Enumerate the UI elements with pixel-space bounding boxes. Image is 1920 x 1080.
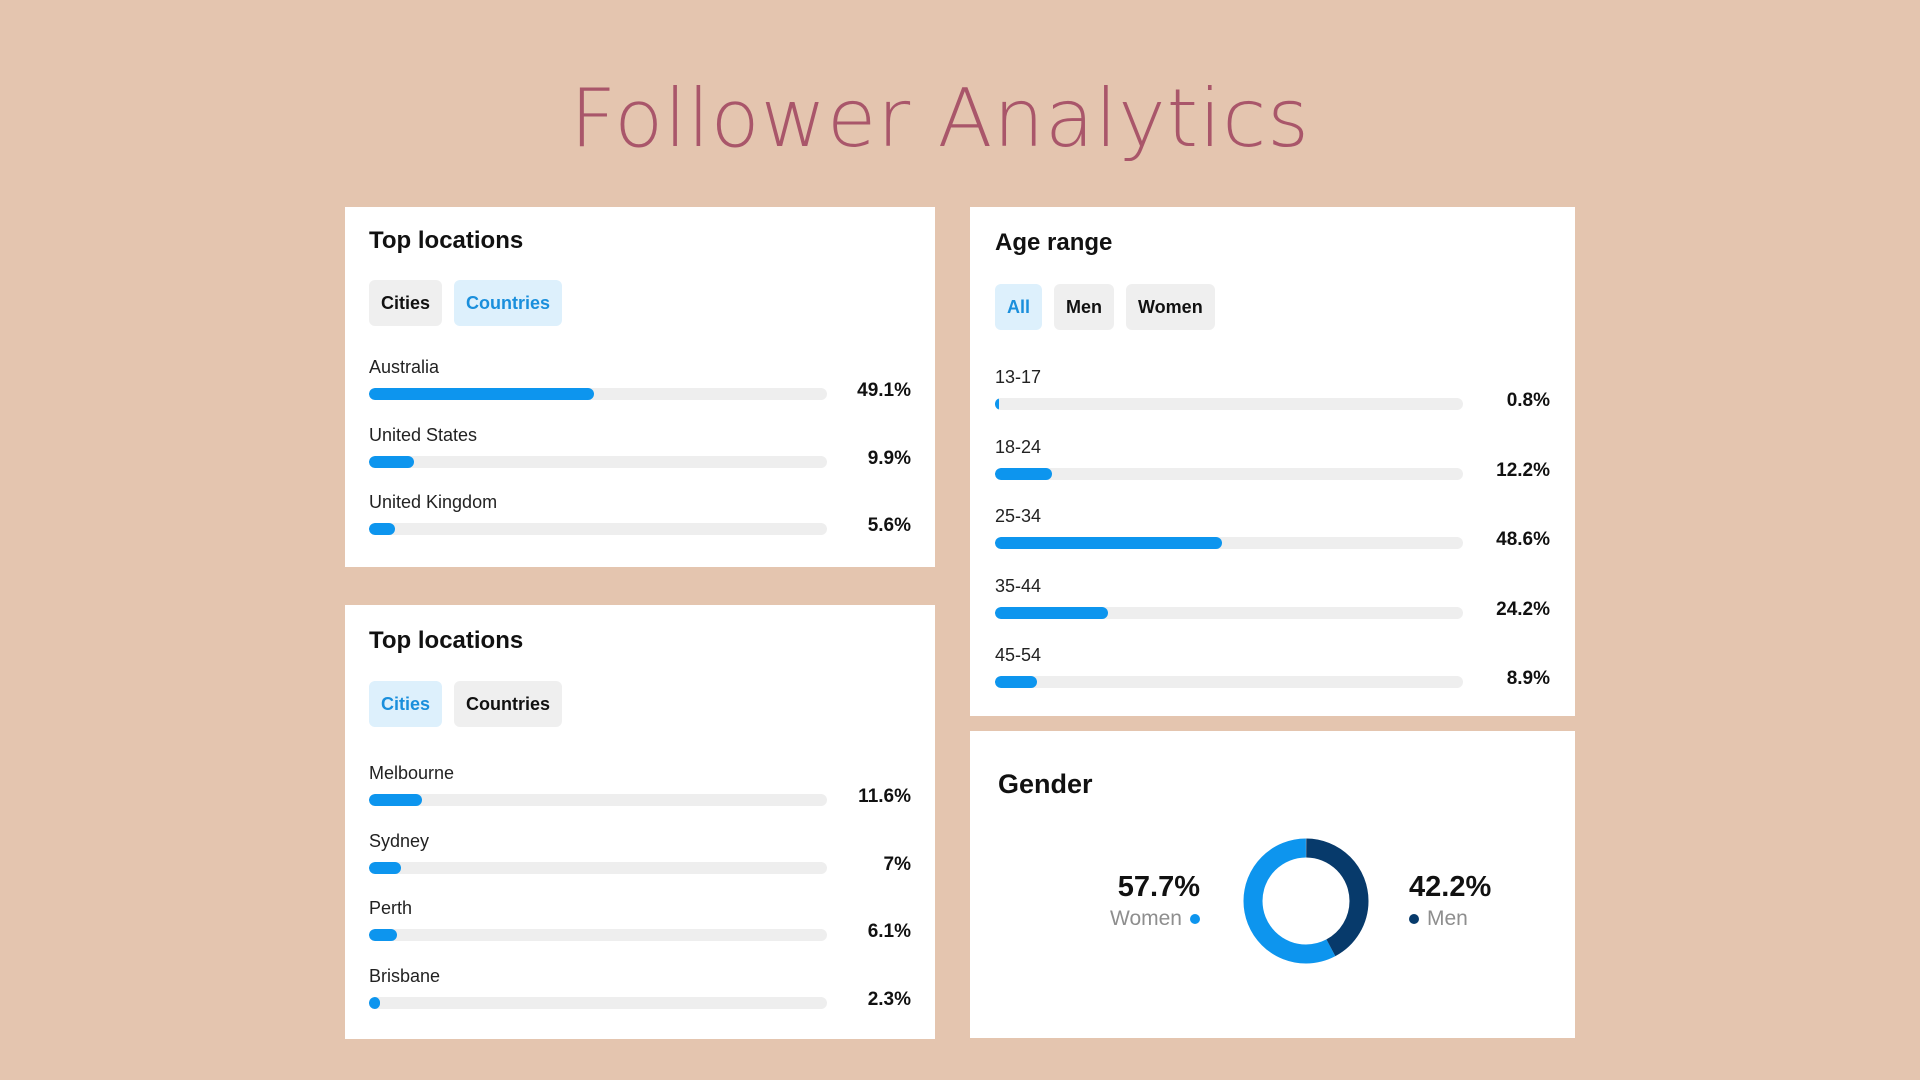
progress-track	[369, 455, 827, 468]
progress-fill	[369, 861, 402, 874]
progress-fill	[995, 606, 1109, 619]
progress-track	[995, 537, 1463, 549]
tab-all[interactable]: All	[995, 284, 1043, 330]
progress-fill	[995, 467, 1053, 480]
location-label: Melbourne	[369, 763, 455, 783]
progress-fill	[369, 996, 380, 1009]
percentage-value: 6.1%	[867, 921, 911, 942]
percentage-value: 8.9%	[1506, 668, 1550, 689]
women-label: Women	[1110, 907, 1182, 930]
location-label: United Kingdom	[369, 492, 498, 512]
progress-track	[995, 467, 1463, 480]
list-item: United Kingdom 5.6%	[369, 492, 911, 560]
progress-track	[995, 398, 1463, 410]
progress-fill	[369, 929, 397, 941]
location-tabs: Cities Countries	[369, 681, 563, 727]
list-item: Australia 49.1%	[369, 357, 911, 425]
men-dot-icon	[1409, 914, 1419, 924]
top-locations-cities-card: Top locations Cities Countries Melbourne…	[345, 605, 935, 1039]
location-list: Melbourne 11.6% Sydney 7% Perth 6.1% Bri…	[369, 763, 911, 1033]
progress-fill	[995, 398, 999, 410]
location-label: Sydney	[369, 830, 430, 851]
donut-segment-men	[1243, 838, 1369, 964]
tab-countries[interactable]: Countries	[454, 280, 563, 326]
men-percentage: 42.2%	[1409, 871, 1492, 903]
card-title: Age range	[995, 229, 1113, 256]
list-item: 45-54 8.9%	[995, 645, 1550, 715]
list-item: 25-34 48.6%	[995, 506, 1550, 576]
progress-track	[369, 794, 827, 806]
list-item: United States 9.9%	[369, 425, 911, 493]
percentage-value: 48.6%	[1496, 529, 1550, 550]
progress-track	[369, 929, 827, 941]
tab-women[interactable]: Women	[1126, 284, 1215, 330]
age-label: 35-44	[995, 575, 1042, 596]
men-label: Men	[1427, 907, 1468, 930]
list-item: Brisbane 2.3%	[369, 966, 911, 1034]
women-dot-icon	[1190, 914, 1200, 924]
top-locations-countries-card: Top locations Cities Countries Australia…	[345, 207, 935, 567]
progress-track	[369, 523, 827, 535]
location-tabs: Cities Countries	[369, 280, 563, 326]
progress-fill	[995, 537, 1223, 549]
gender-donut-chart	[1243, 838, 1369, 964]
list-item: Perth 6.1%	[369, 898, 911, 966]
card-title: Top locations	[369, 627, 524, 654]
percentage-value: 5.6%	[867, 515, 911, 536]
location-label: United States	[369, 424, 478, 445]
progress-track	[369, 996, 827, 1009]
percentage-value: 24.2%	[1496, 598, 1550, 620]
percentage-value: 2.3%	[867, 988, 911, 1010]
age-label: 13-17	[995, 367, 1042, 387]
list-item: 18-24 12.2%	[995, 437, 1550, 507]
progress-track	[369, 388, 827, 400]
age-label: 25-34	[995, 506, 1042, 526]
women-legend: Women	[1110, 907, 1200, 931]
progress-track	[369, 861, 827, 874]
age-label: 45-54	[995, 645, 1042, 665]
progress-fill	[369, 455, 415, 468]
list-item: Sydney 7%	[369, 831, 911, 899]
percentage-value: 11.6%	[858, 786, 911, 807]
progress-fill	[995, 676, 1037, 688]
percentage-value: 7%	[883, 853, 911, 875]
men-legend: Men	[1409, 907, 1468, 931]
location-label: Perth	[369, 898, 413, 918]
card-title: Top locations	[369, 227, 524, 254]
gender-card: Gender 57.7% Women 42.2% Men	[970, 731, 1575, 1038]
donut-segment-women	[1243, 838, 1369, 964]
progress-track	[995, 676, 1463, 688]
age-label: 18-24	[995, 436, 1042, 457]
list-item: 35-44 24.2%	[995, 576, 1550, 646]
tab-cities[interactable]: Cities	[369, 280, 443, 326]
age-range-card: Age range All Men Women 13-17 0.8% 18-24…	[970, 207, 1575, 716]
location-label: Australia	[369, 357, 440, 377]
women-percentage: 57.7%	[1117, 871, 1200, 903]
age-list: 13-17 0.8% 18-24 12.2% 25-34 48.6% 35-44…	[995, 367, 1550, 715]
tab-men[interactable]: Men	[1054, 284, 1115, 330]
percentage-value: 49.1%	[857, 380, 911, 401]
progress-track	[995, 606, 1463, 619]
progress-fill	[369, 388, 594, 400]
location-label: Brisbane	[369, 965, 441, 986]
card-title: Gender	[998, 769, 1093, 799]
list-item: Melbourne 11.6%	[369, 763, 911, 831]
progress-fill	[369, 523, 395, 535]
progress-fill	[369, 794, 423, 806]
percentage-value: 0.8%	[1506, 390, 1550, 411]
tab-countries[interactable]: Countries	[454, 681, 563, 727]
list-item: 13-17 0.8%	[995, 367, 1550, 437]
tab-cities[interactable]: Cities	[369, 681, 443, 727]
percentage-value: 12.2%	[1496, 459, 1550, 481]
location-list: Australia 49.1% United States 9.9% Unite…	[369, 357, 911, 560]
age-filter-tabs: All Men Women	[995, 284, 1215, 330]
percentage-value: 9.9%	[867, 447, 911, 469]
page-title: Follower Analytics	[570, 72, 1310, 165]
